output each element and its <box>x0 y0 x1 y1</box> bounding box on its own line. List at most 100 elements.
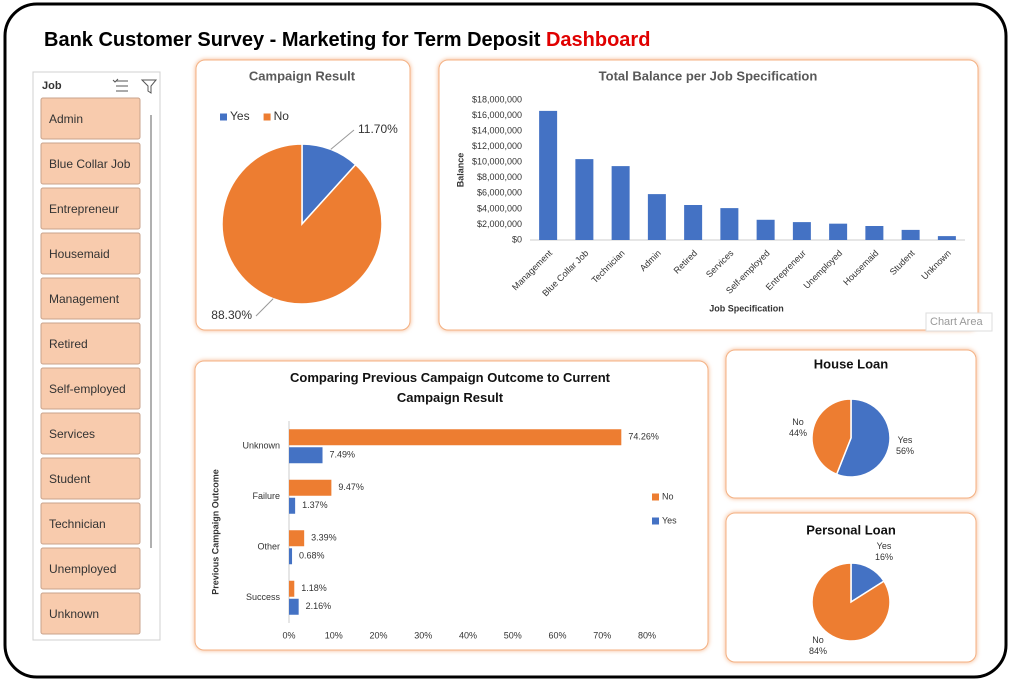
slicer-item-label: Housemaid <box>49 247 110 261</box>
bar <box>539 110 558 240</box>
slicer-item-label: Management <box>49 292 120 306</box>
slicer-item[interactable] <box>40 97 141 140</box>
y-tick-label: $4,000,000 <box>477 203 522 213</box>
bar <box>684 205 703 240</box>
legend-swatch <box>220 113 227 121</box>
clear-filter-icon[interactable] <box>140 79 158 94</box>
slicer-item-label: Student <box>49 472 91 486</box>
category-label: Yes <box>877 541 892 551</box>
x-tick-label: 0% <box>282 630 295 640</box>
slicer-item[interactable] <box>40 457 141 500</box>
legend-swatch <box>263 113 271 121</box>
bar <box>937 236 956 240</box>
slicer-item[interactable] <box>40 277 141 320</box>
bar <box>756 219 775 240</box>
data-label: 7.49% <box>330 450 356 460</box>
slicer-header: Job <box>42 80 62 92</box>
slicer-item[interactable] <box>40 592 141 635</box>
y-tick-label: $2,000,000 <box>477 219 522 229</box>
y-tick-label: Unknown <box>242 441 280 451</box>
slicer-item-label: Retired <box>49 337 88 351</box>
y-tick-label: $18,000,000 <box>472 94 522 104</box>
value-label: 16% <box>875 552 893 562</box>
category-label: Yes <box>898 435 913 445</box>
data-label: No 44% <box>789 417 807 438</box>
x-tick-label: 50% <box>504 630 522 640</box>
y-tick-label: $6,000,000 <box>477 188 522 198</box>
bar <box>289 497 296 514</box>
chart-title: Campaign Result <box>249 68 356 83</box>
slicer-item[interactable] <box>40 367 141 410</box>
data-label: 74.26% <box>628 432 659 442</box>
chart-title: Comparing Previous Campaign Outcome to C… <box>290 370 610 405</box>
bar <box>289 580 295 597</box>
bar <box>289 429 622 446</box>
x-tick-label: 80% <box>638 630 656 640</box>
slicer-item[interactable] <box>40 232 141 275</box>
data-label: 2.16% <box>306 601 332 611</box>
category-label: No <box>792 417 804 427</box>
slicer-item[interactable] <box>40 502 141 545</box>
category-label: No <box>812 635 824 645</box>
pie-slice <box>835 398 891 478</box>
bar <box>289 530 305 547</box>
y-tick-label: $14,000,000 <box>472 125 522 135</box>
pie-slice <box>811 398 852 476</box>
slicer-item[interactable] <box>40 412 141 455</box>
dashboard-title: Bank Customer Survey - Marketing for Ter… <box>44 29 650 51</box>
bar <box>901 229 920 240</box>
data-label: 1.37% <box>302 500 328 510</box>
slicer-item[interactable] <box>40 547 141 590</box>
data-label: 1.18% <box>301 583 327 593</box>
bar <box>289 548 293 565</box>
y-axis-title: Balance <box>455 153 465 188</box>
chart-title: House Loan <box>814 356 888 371</box>
data-label: Yes 56% <box>896 435 914 456</box>
multi-select-icon[interactable] <box>112 78 128 92</box>
tooltip: Chart Area <box>930 316 983 328</box>
data-label: 88.30% <box>211 308 252 322</box>
bar <box>720 208 739 240</box>
slicer-icons <box>112 78 158 94</box>
data-label: No 84% <box>809 635 827 656</box>
slicer-item-label: Services <box>49 427 95 441</box>
slicer-item-label: Unemployed <box>49 562 116 576</box>
bar <box>289 598 299 615</box>
leader-line <box>330 129 355 150</box>
pie-slice <box>811 562 891 642</box>
slicer-item[interactable] <box>40 142 141 185</box>
tooltip-box <box>925 312 993 332</box>
y-tick-label: Other <box>257 542 280 552</box>
y-tick-label: Failure <box>252 491 280 501</box>
leader-line <box>255 298 274 317</box>
title-highlight: Dashboard <box>546 29 650 51</box>
chart-title: Total Balance per Job Specification <box>599 68 818 83</box>
y-tick-label: $8,000,000 <box>477 172 522 182</box>
bar <box>611 166 630 240</box>
y-tick-label: $12,000,000 <box>472 141 522 151</box>
legend-swatch <box>652 517 659 525</box>
bar <box>575 159 594 240</box>
y-tick-label: $16,000,000 <box>472 110 522 120</box>
y-tick-label: $10,000,000 <box>472 157 522 167</box>
slicer-item[interactable] <box>40 187 141 230</box>
y-tick-label: $0 <box>512 234 522 244</box>
value-label: 44% <box>789 428 807 438</box>
slicer-item-label: Blue Collar Job <box>49 157 131 171</box>
slicer-item-label: Entrepreneur <box>49 202 119 216</box>
x-tick-label: 20% <box>369 630 387 640</box>
bar <box>289 479 332 496</box>
y-axis-title: Previous Campaign Outcome <box>210 469 220 595</box>
legend-label: No <box>274 109 290 123</box>
slicer-item[interactable] <box>40 322 141 365</box>
slicer-item-label: Self-employed <box>49 382 126 396</box>
legend-label: Yes <box>230 109 250 123</box>
title-main: Bank Customer Survey - Marketing for Ter… <box>44 29 541 51</box>
x-tick-label: 70% <box>593 630 611 640</box>
x-tick-label: 40% <box>459 630 477 640</box>
data-label: 0.68% <box>299 551 325 561</box>
data-label: Yes 16% <box>875 541 893 562</box>
bar <box>865 226 884 240</box>
bar <box>289 447 323 464</box>
